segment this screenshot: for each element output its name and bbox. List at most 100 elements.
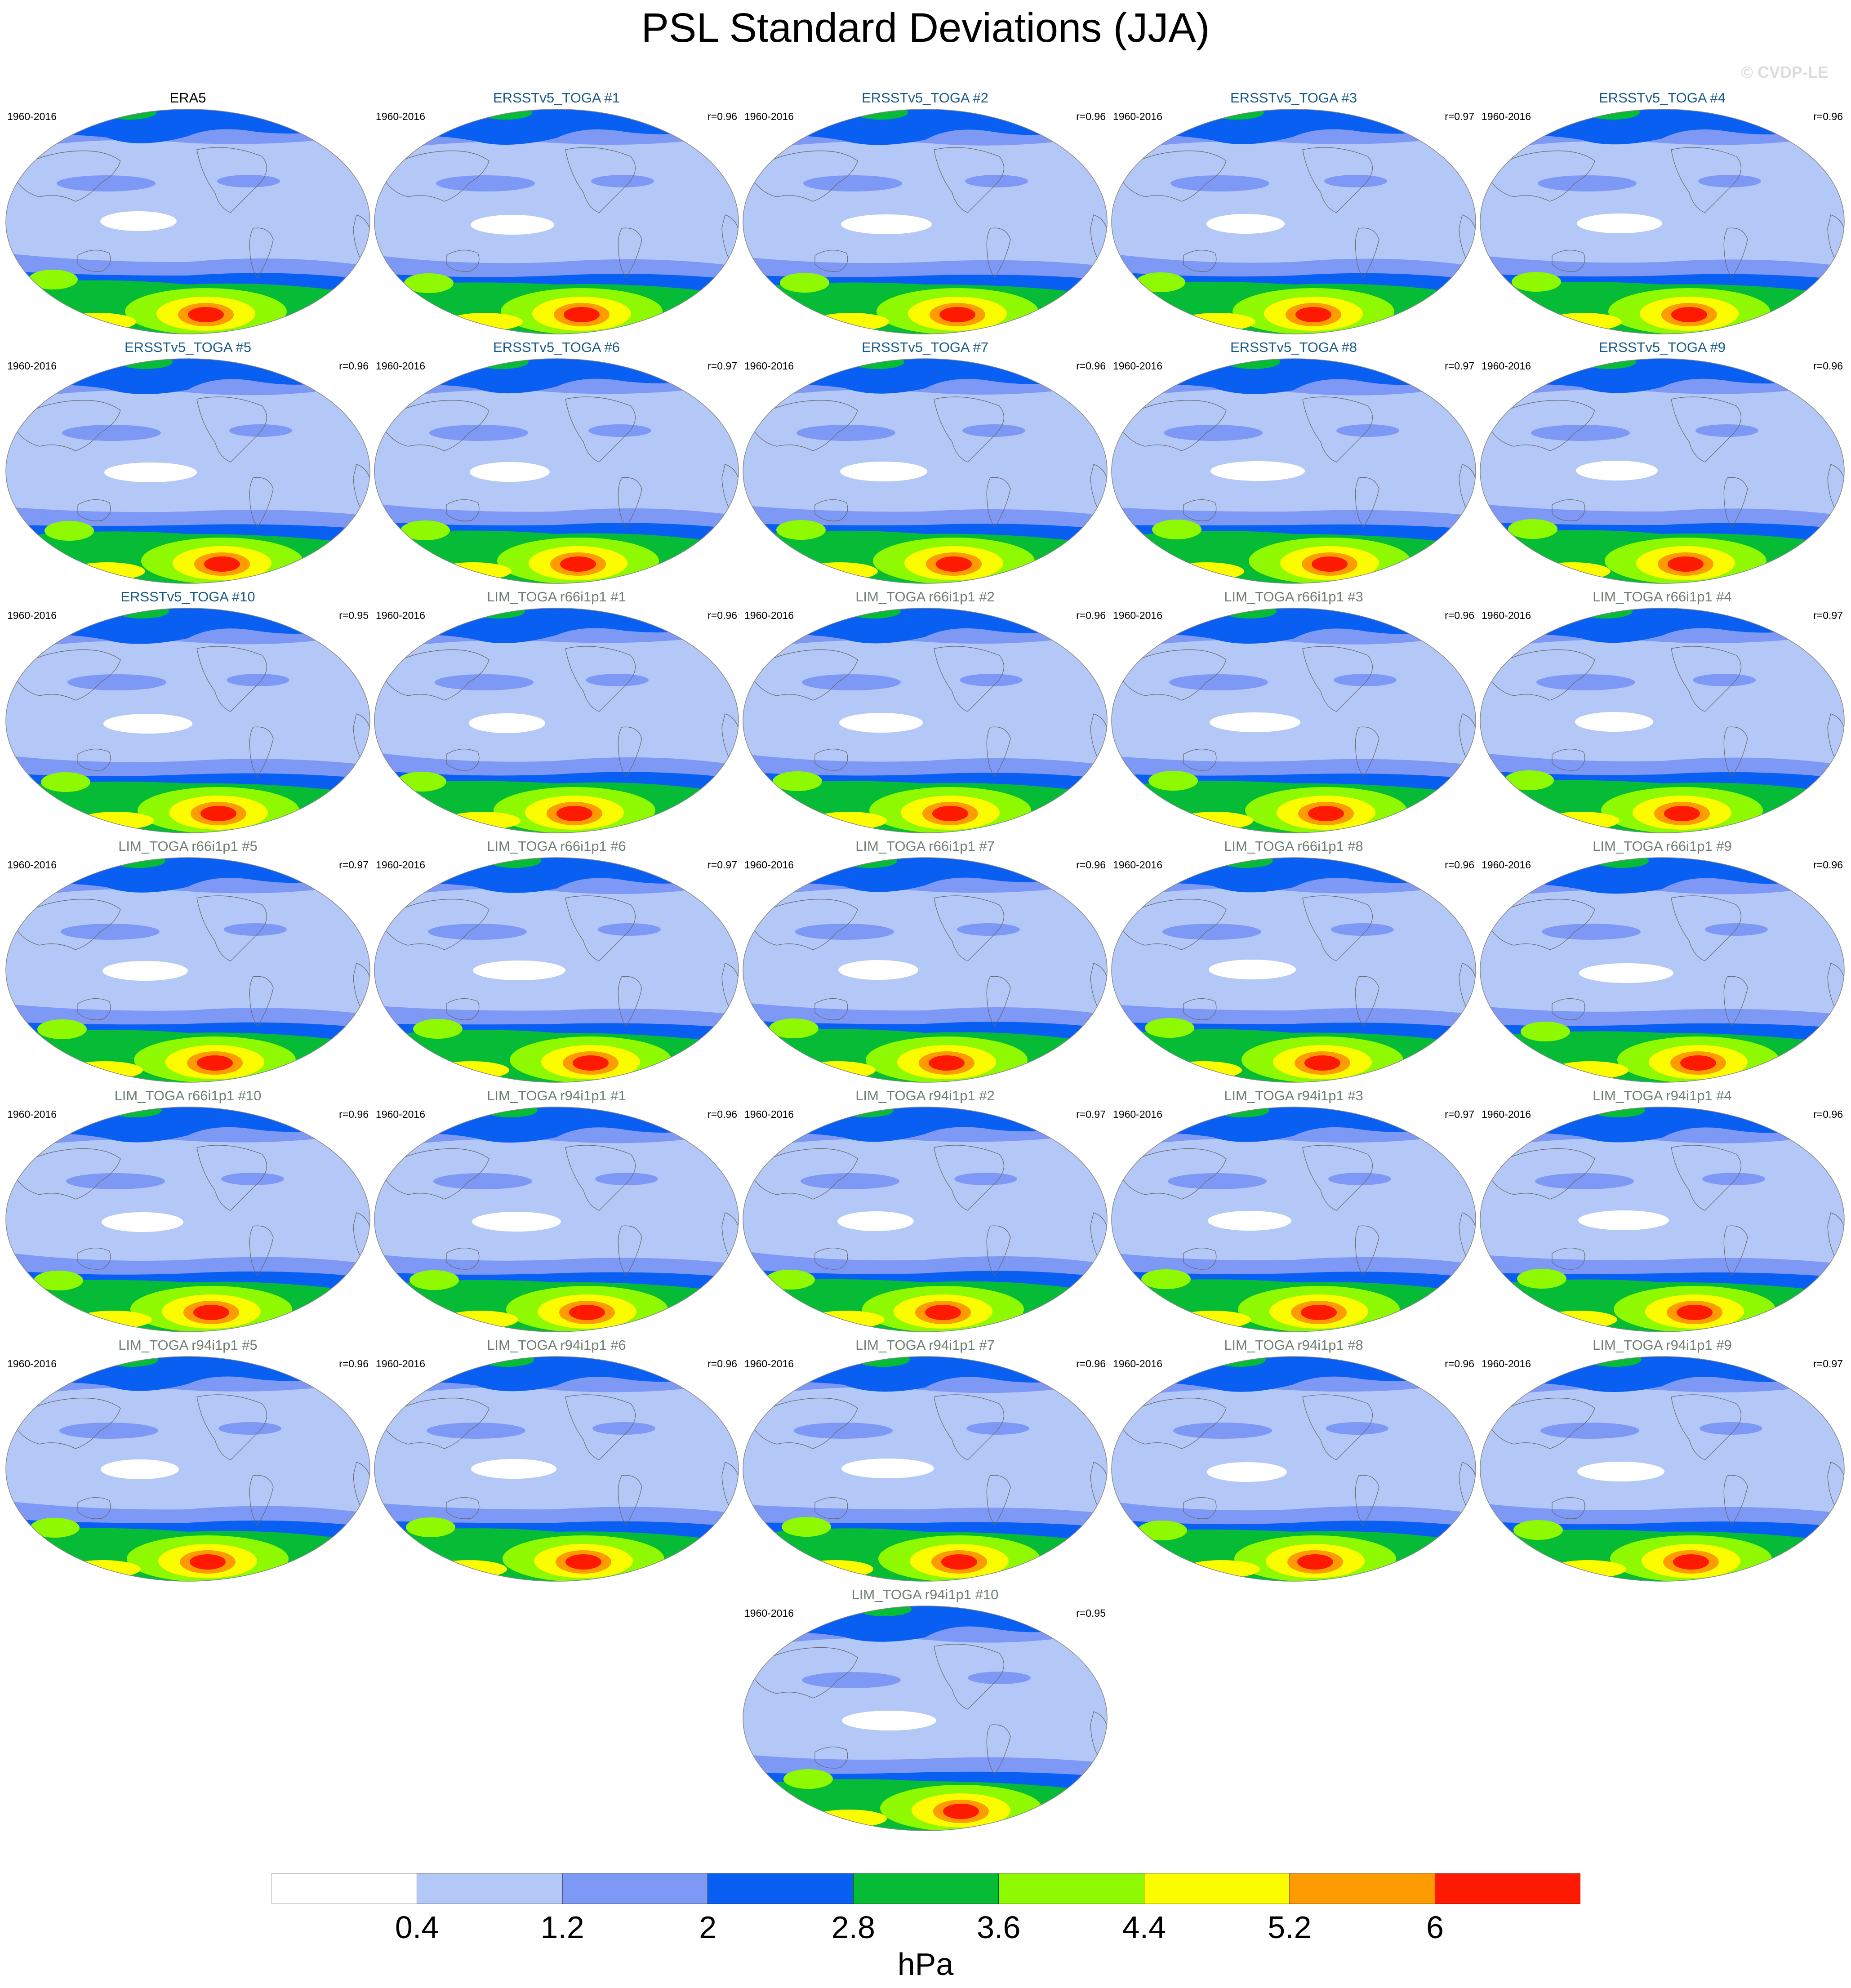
psl-stddev-map <box>1111 109 1476 334</box>
field-patch-npacific <box>794 1423 893 1439</box>
field-tropical-minimum <box>1579 963 1673 983</box>
panel-title: LIM_TOGA r94i1p1 #2 <box>855 1088 995 1103</box>
continent-north-america <box>196 1145 267 1211</box>
field-patch-npacific <box>67 674 166 690</box>
continent-asia <box>381 400 489 451</box>
field-tropical-minimum <box>102 961 188 981</box>
psl-stddev-map <box>1480 109 1845 334</box>
continent-asia <box>749 898 858 950</box>
field-patch-natlantic <box>957 923 1020 936</box>
field-patch-indian <box>400 520 450 540</box>
continent-australia <box>1552 1497 1585 1519</box>
psl-stddev-map <box>743 857 1108 1083</box>
field-maximum-peak <box>1677 1305 1713 1320</box>
panel-years: 1960-2016 <box>744 1358 794 1370</box>
map-border <box>5 109 370 334</box>
field-patch-natlantic <box>591 175 654 187</box>
continent-asia <box>381 1148 489 1200</box>
continent-north-america <box>1302 147 1373 213</box>
panel-title: ERSSTv5_TOGA #1 <box>493 90 620 106</box>
field-band-north-high <box>743 1606 1107 1642</box>
field-patch-natlantic <box>229 424 292 437</box>
psl-stddev-map <box>743 1107 1108 1332</box>
field-patch-indian <box>782 1517 831 1537</box>
field-patch-indian <box>1521 1022 1570 1041</box>
continent-south-america <box>618 1475 642 1526</box>
field-patch-south-yellow <box>1534 562 1611 580</box>
panel-years: 1960-2016 <box>1482 1358 1531 1370</box>
map-panel: ERSSTv5_TOGA #1 1960-2016 r=0.96 <box>372 90 741 339</box>
colorbar-tick-label: 2 <box>699 1910 717 1945</box>
field-patch-south-yellow <box>1545 313 1622 331</box>
continent-asia <box>1486 1397 1595 1449</box>
continent-north-america <box>934 1394 1004 1460</box>
panel-years: 1960-2016 <box>7 859 57 871</box>
map-panel: LIM_TOGA r94i1p1 #5 1960-2016 r=0.96 <box>4 1337 372 1587</box>
field-maximum-peak <box>565 1554 601 1570</box>
panel-correlation: r=0.96 <box>1813 859 1843 871</box>
field-patch-npacific <box>1536 674 1635 690</box>
field-patch-indian <box>1136 272 1185 292</box>
map-border <box>1111 1107 1476 1332</box>
field-patch-natlantic <box>1702 1173 1765 1185</box>
psl-stddev-map <box>5 608 370 833</box>
continent-south-america <box>618 726 642 778</box>
map-border <box>1111 608 1476 833</box>
field-patch-natlantic <box>1698 175 1761 187</box>
map-border <box>1111 1356 1476 1582</box>
field-patch-south-yellow <box>799 1061 876 1079</box>
psl-stddev-map <box>1111 1356 1476 1582</box>
field-patch-npacific <box>802 674 901 690</box>
psl-stddev-map <box>743 109 1108 334</box>
map-panel: LIM_TOGA r94i1p1 #1 1960-2016 r=0.96 <box>372 1088 741 1337</box>
field-patch-npacific <box>428 924 527 940</box>
map-panel: LIM_TOGA r94i1p1 #2 1960-2016 r=0.97 <box>741 1088 1109 1337</box>
panel-title: ERSSTv5_TOGA #6 <box>493 339 620 355</box>
continent-north-america <box>934 1644 1004 1710</box>
field-tropical-minimum <box>104 463 197 482</box>
panel-title: LIM_TOGA r94i1p1 #3 <box>1224 1088 1363 1103</box>
panel-years: 1960-2016 <box>744 111 794 122</box>
field-patch-npacific <box>795 924 894 940</box>
psl-stddev-map <box>1480 1107 1845 1332</box>
field-tropical-minimum <box>470 462 550 482</box>
field-patch-indian <box>783 1769 833 1789</box>
field-maximum-peak <box>932 806 968 821</box>
continent-asia <box>1486 150 1595 202</box>
psl-stddev-map <box>5 109 370 334</box>
continent-asia <box>12 898 121 950</box>
field-tropical-minimum <box>841 1459 934 1478</box>
field-patch-natlantic <box>1334 674 1397 686</box>
field-tropical-minimum <box>473 961 565 980</box>
panel-years: 1960-2016 <box>7 1358 57 1370</box>
field-patch-south-yellow <box>78 812 154 830</box>
map-border <box>5 1356 370 1582</box>
panel-correlation: r=0.96 <box>1076 111 1106 122</box>
continent-south-america <box>986 227 1011 279</box>
map-panel: LIM_TOGA r94i1p1 #10 1960-2016 r=0.95 <box>741 1587 1109 1836</box>
continent-north-america <box>934 147 1004 213</box>
field-patch-south-yellow <box>1177 812 1253 830</box>
panel-years: 1960-2016 <box>744 609 794 621</box>
map-border <box>1111 109 1476 334</box>
panel-correlation: r=0.96 <box>1813 1108 1843 1120</box>
continent-asia <box>1486 1148 1595 1200</box>
panel-title: LIM_TOGA r66i1p1 #5 <box>118 838 258 854</box>
panel-correlation: r=0.97 <box>707 360 737 372</box>
field-maximum-peak <box>1664 806 1700 821</box>
continent-north-america <box>1671 895 1741 961</box>
panel-years: 1960-2016 <box>376 859 425 871</box>
continent-north-america <box>565 147 636 213</box>
continent-south-america <box>1355 726 1379 778</box>
field-patch-npacific <box>435 674 534 690</box>
continent-australia <box>1183 998 1217 1020</box>
panel-title: ERSSTv5_TOGA #4 <box>1599 90 1726 106</box>
field-patch-natlantic <box>592 1422 655 1435</box>
continent-australia <box>814 1746 848 1769</box>
continent-asia <box>749 1397 858 1449</box>
map-panel: LIM_TOGA r66i1p1 #2 1960-2016 r=0.96 <box>741 589 1109 838</box>
map-panel: ERSSTv5_TOGA #3 1960-2016 r=0.97 <box>1109 90 1478 339</box>
continent-asia <box>1486 400 1595 451</box>
continent-australia <box>446 1247 480 1270</box>
continent-australia <box>814 748 848 771</box>
